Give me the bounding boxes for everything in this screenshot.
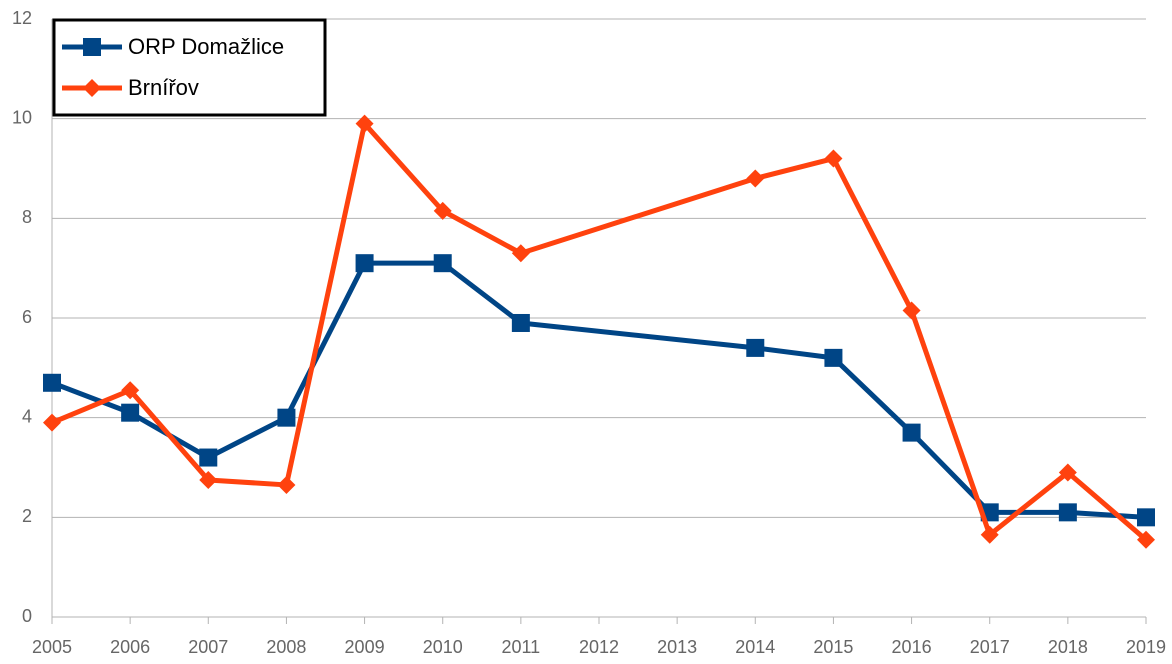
marker [43,373,61,392]
x-tick-label: 2011 [501,637,540,657]
y-tick-label: 4 [22,406,32,426]
marker [43,413,61,432]
marker [121,381,140,400]
marker [511,244,530,263]
y-tick-label: 8 [22,207,32,227]
marker [902,423,921,442]
marker [902,301,921,320]
x-tick-label: 2012 [579,637,619,657]
marker [199,448,218,467]
x-tick-label: 2005 [32,637,72,657]
marker [121,403,140,422]
x-tick-label: 2016 [892,637,932,657]
x-tick-label: 2010 [423,637,463,657]
legend-label: Brnířov [128,75,199,100]
marker [746,169,765,188]
marker [824,348,843,367]
x-tick-label: 2006 [110,637,150,657]
marker [355,114,374,133]
marker [433,254,452,273]
x-tick-label: 2014 [735,637,775,657]
x-tick-label: 2007 [188,637,228,657]
x-tick-label: 2018 [1048,637,1088,657]
x-tick-label: 2015 [813,637,853,657]
y-tick-label: 10 [12,107,32,127]
legend-box [52,18,327,117]
marker [824,149,843,168]
x-tick-label: 2009 [345,637,385,657]
x-tick-label: 2013 [657,637,697,657]
legend: ORP Domažlice Brnířov [52,18,327,117]
marker [199,470,218,489]
marker [277,408,296,427]
marker [355,254,374,273]
marker [277,475,296,494]
marker [1137,530,1155,549]
y-tick-label: 0 [22,606,32,626]
x-tick-label: 2017 [970,637,1010,657]
legend-label: ORP Domažlice [128,34,284,59]
y-tick-label: 6 [22,307,32,327]
marker [980,525,999,544]
marker [511,313,530,332]
x-tick-label: 2008 [266,637,306,657]
marker [746,338,765,357]
marker [1137,508,1155,527]
x-tick-label: 2019 [1126,637,1166,657]
y-tick-label: 12 [12,8,32,28]
y-tick-label: 2 [22,506,32,526]
legend-marker [83,79,101,97]
legend-marker [83,38,101,56]
marker [1058,503,1077,522]
marker [1058,463,1077,482]
marker [433,201,452,220]
